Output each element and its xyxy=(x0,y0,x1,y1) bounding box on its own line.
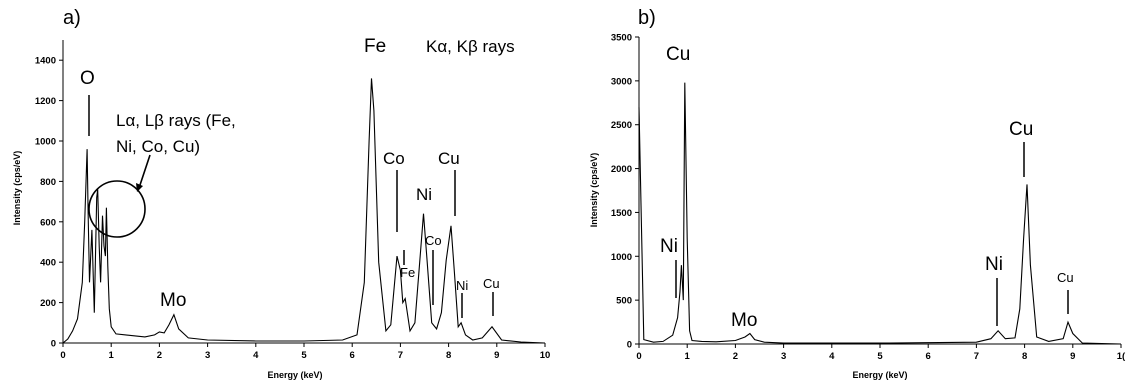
x-tick-label: 7 xyxy=(974,351,979,362)
l-rays-arrow xyxy=(138,154,151,189)
x-tick-label: 2 xyxy=(733,351,738,362)
peak-label-mo-b: Mo xyxy=(731,310,757,331)
y-tick-label: 3500 xyxy=(611,33,632,44)
y-tick-label: 800 xyxy=(40,177,56,188)
x-tick-label: 9 xyxy=(494,350,499,361)
peak-label-fe: Fe xyxy=(364,36,386,57)
panel-b-x-label: Energy (keV) xyxy=(852,370,907,380)
x-tick-label: 6 xyxy=(926,351,931,362)
annotation-l-rays-line2: Ni, Co, Cu) xyxy=(116,137,200,156)
peak-label-cu-kb: Cu xyxy=(483,276,500,291)
peak-label-ni-l: Ni xyxy=(660,236,678,257)
annotation-k-rays: Kα, Kβ rays xyxy=(426,37,515,56)
panel-b-y-label: Intensity (cps/eV) xyxy=(589,153,599,228)
x-tick-label: 8 xyxy=(1022,351,1027,362)
peak-label-cu-l: Cu xyxy=(666,44,690,65)
y-tick-label: 1000 xyxy=(35,137,56,148)
panel-b-y-ticks: 0 500 1000 1500 2000 2500 3000 3500 xyxy=(611,33,639,351)
x-tick-label: 3 xyxy=(781,351,786,362)
x-tick-label: 4 xyxy=(829,351,835,362)
x-tick-label: 8 xyxy=(446,350,451,361)
x-tick-label: 1( xyxy=(1117,351,1126,362)
x-tick-label: 7 xyxy=(398,350,403,361)
x-tick-label: 10 xyxy=(540,350,551,361)
panel-b: b) 0 500 1000 1500 2000 2500 3000 3500 0 1 2 3 4 5 6 7… xyxy=(589,7,1126,380)
x-tick-label: 3 xyxy=(205,350,210,361)
x-tick-label: 4 xyxy=(253,350,259,361)
x-tick-label: 5 xyxy=(877,351,883,362)
y-tick-label: 600 xyxy=(40,217,56,228)
panel-b-label: b) xyxy=(638,7,656,29)
x-tick-label: 1 xyxy=(109,350,115,361)
panel-b-x-ticks: 0 1 2 3 4 5 6 7 8 9 1( xyxy=(636,344,1126,362)
y-tick-label: 2000 xyxy=(611,164,632,175)
x-tick-label: 2 xyxy=(157,350,162,361)
peak-label-ni-kb: Ni xyxy=(456,278,468,293)
panel-a-y-ticks: 0 200 400 600 800 1000 1200 1400 xyxy=(35,56,63,350)
panel-a-label: a) xyxy=(63,7,81,29)
y-tick-label: 1500 xyxy=(611,208,632,219)
annotation-l-rays-line1: Lα, Lβ rays (Fe, xyxy=(116,111,236,130)
x-tick-label: 6 xyxy=(350,350,355,361)
panel-a-spectrum-line xyxy=(62,78,546,344)
x-tick-label: 1 xyxy=(685,351,691,362)
peak-label-co-kb: Co xyxy=(425,233,442,248)
y-tick-label: 1200 xyxy=(35,96,56,107)
peak-label-cu: Cu xyxy=(438,149,460,168)
y-tick-label: 1400 xyxy=(35,56,56,67)
peak-label-o: O xyxy=(80,68,95,89)
x-tick-label: 0 xyxy=(60,350,65,361)
y-tick-label: 0 xyxy=(51,339,56,350)
x-tick-label: 9 xyxy=(1070,351,1075,362)
peak-label-ni: Ni xyxy=(416,185,432,204)
peak-label-co: Co xyxy=(383,149,405,168)
x-tick-label: 0 xyxy=(636,351,641,362)
panel-a-x-ticks: 0 1 2 3 4 5 6 7 8 9 10 xyxy=(60,343,550,361)
peak-label-cu-ka: Cu xyxy=(1009,119,1033,140)
peak-label-mo: Mo xyxy=(160,290,186,311)
panel-a-y-label: Intensity (cps/eV) xyxy=(12,151,22,226)
y-tick-label: 1000 xyxy=(611,252,632,263)
y-tick-label: 200 xyxy=(40,298,56,309)
l-rays-arrowhead xyxy=(136,183,143,192)
l-rays-circle xyxy=(88,180,146,238)
y-tick-label: 0 xyxy=(627,340,632,351)
y-tick-label: 500 xyxy=(616,296,632,307)
panel-a-x-label: Energy (keV) xyxy=(267,370,322,380)
panel-b-spectrum-line xyxy=(638,82,1122,345)
panel-a: a) 0 200 400 600 800 1000 1200 1400 0 1 2 3 4 5 6 7 8 9 1… xyxy=(12,7,550,380)
x-tick-label: 5 xyxy=(301,350,307,361)
y-tick-label: 2500 xyxy=(611,120,632,131)
peak-label-cu-kb-b: Cu xyxy=(1057,270,1074,285)
y-tick-label: 3000 xyxy=(611,76,632,87)
peak-label-fe-kb: Fe xyxy=(400,265,415,280)
y-tick-label: 400 xyxy=(40,258,56,269)
peak-label-ni-ka: Ni xyxy=(985,254,1003,275)
